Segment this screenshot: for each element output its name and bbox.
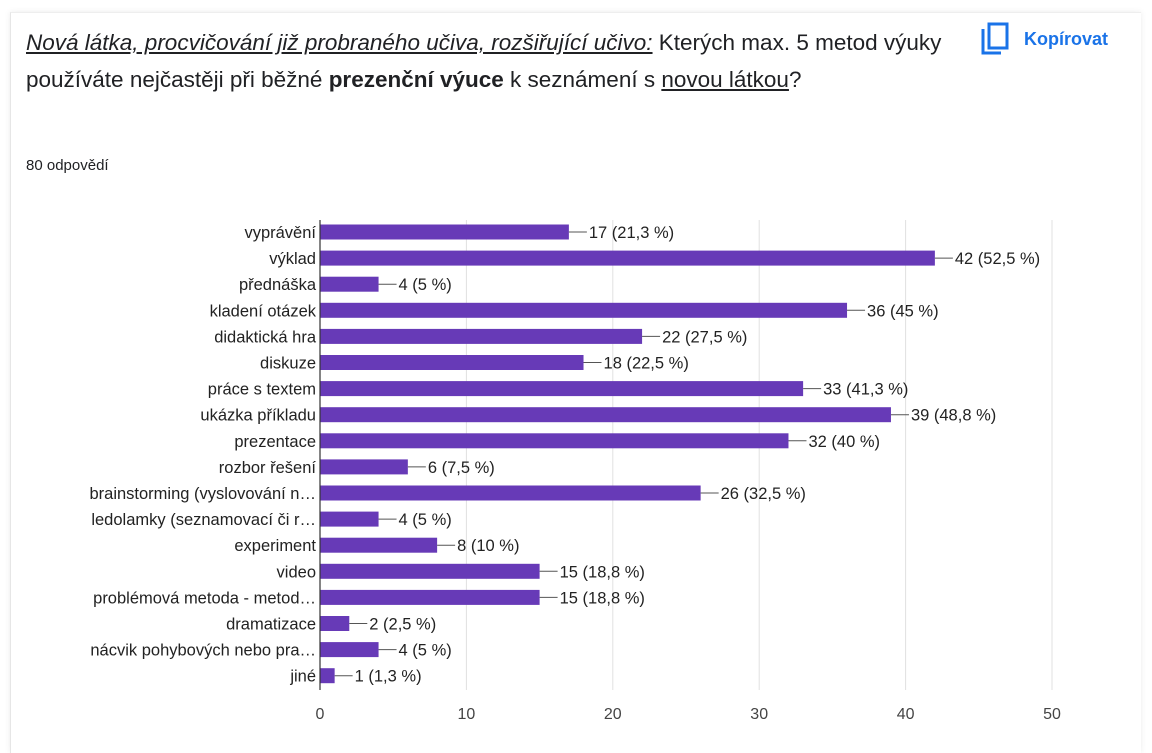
category-label: problémová metoda - metod… xyxy=(93,589,316,607)
bar xyxy=(320,486,701,501)
x-tick-label: 50 xyxy=(1043,706,1061,723)
data-label: 4 (5 %) xyxy=(399,642,452,660)
category-label: rozbor řešení xyxy=(219,459,317,477)
category-label: kladení otázek xyxy=(210,302,317,320)
category-label: ledolamky (seznamovací či r… xyxy=(91,511,316,529)
category-label: video xyxy=(277,563,316,581)
category-label: diskuze xyxy=(260,355,316,373)
data-label: 2 (2,5 %) xyxy=(369,616,436,634)
bar xyxy=(320,642,379,657)
category-label: výklad xyxy=(269,250,316,268)
data-label: 1 (1,3 %) xyxy=(355,668,422,686)
bar xyxy=(320,459,408,474)
category-label: práce s textem xyxy=(208,381,316,399)
x-tick-label: 20 xyxy=(604,706,622,723)
data-label: 26 (32,5 %) xyxy=(721,485,806,503)
data-label: 42 (52,5 %) xyxy=(955,250,1040,268)
data-label: 22 (27,5 %) xyxy=(662,328,747,346)
bar xyxy=(320,225,569,240)
data-label: 8 (10 %) xyxy=(457,537,519,555)
bar xyxy=(320,616,349,631)
bar xyxy=(320,381,803,396)
data-label: 15 (18,8 %) xyxy=(560,563,645,581)
bar-chart: 0 10 20 30 40 50 vyprávění 17 (21,3 %) výklad 42 … xyxy=(0,0,1152,737)
x-tick-label: 40 xyxy=(897,706,915,723)
bar xyxy=(320,303,847,318)
category-label: didaktická hra xyxy=(214,328,317,346)
category-label: nácvik pohybových nebo pra… xyxy=(90,642,316,660)
category-label: prezentace xyxy=(234,433,316,451)
category-label: přednáška xyxy=(239,276,317,294)
bar xyxy=(320,355,584,370)
bar xyxy=(320,277,379,292)
bar xyxy=(320,512,379,527)
data-label: 4 (5 %) xyxy=(399,276,452,294)
data-label: 6 (7,5 %) xyxy=(428,459,495,477)
x-tick-label: 10 xyxy=(458,706,476,723)
bar xyxy=(320,251,935,266)
category-label: experiment xyxy=(234,537,316,555)
category-label: ukázka příkladu xyxy=(200,407,316,425)
data-label: 36 (45 %) xyxy=(867,302,939,320)
data-label: 39 (48,8 %) xyxy=(911,407,996,425)
bar xyxy=(320,564,540,579)
x-tick-label: 30 xyxy=(750,706,768,723)
bar xyxy=(320,407,891,422)
category-label: brainstorming (vyslovování n… xyxy=(89,485,316,503)
data-label: 32 (40 %) xyxy=(808,433,880,451)
bar xyxy=(320,538,437,553)
data-label: 4 (5 %) xyxy=(399,511,452,529)
bar xyxy=(320,329,642,344)
data-label: 17 (21,3 %) xyxy=(589,224,674,242)
x-tick-label: 0 xyxy=(316,706,325,723)
data-label: 33 (41,3 %) xyxy=(823,381,908,399)
category-label: dramatizace xyxy=(226,616,316,634)
bar xyxy=(320,433,788,448)
data-label: 15 (18,8 %) xyxy=(560,589,645,607)
category-label: vyprávění xyxy=(244,224,316,242)
data-label: 18 (22,5 %) xyxy=(604,355,689,373)
category-label: jiné xyxy=(289,668,316,686)
bar xyxy=(320,668,335,683)
bar xyxy=(320,590,540,605)
